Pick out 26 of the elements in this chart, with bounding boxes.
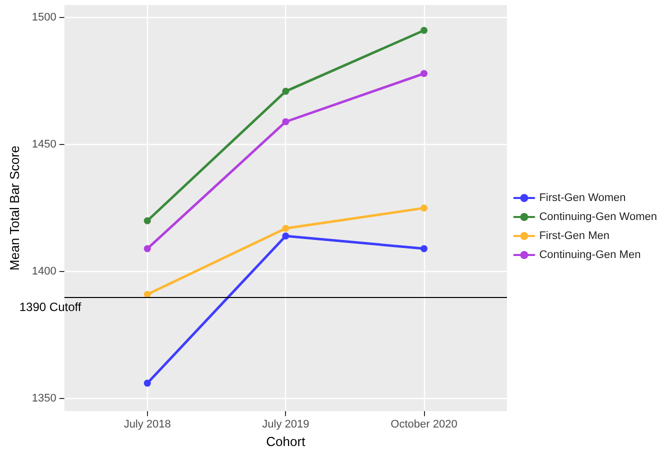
- y-tick-label: 1350: [32, 392, 56, 404]
- legend-label: Continuing-Gen Men: [539, 249, 641, 261]
- y-axis-title: Mean Total Bar Score: [7, 146, 22, 270]
- x-tick-label: October 2020: [390, 418, 458, 431]
- point: [420, 26, 428, 34]
- point: [144, 290, 151, 298]
- legend-label: Continuing-Gen Women: [539, 211, 658, 223]
- y-tick-label: 1400: [32, 266, 56, 278]
- ref-line-label: 1390 Cutoff: [19, 300, 82, 314]
- legend-label: First-Gen Men: [539, 230, 610, 242]
- x-tick-label: July 2018: [124, 418, 171, 431]
- x-tick-label: July 2019: [262, 418, 310, 431]
- point: [144, 217, 151, 224]
- y-tick-label: 1450: [32, 138, 56, 151]
- point: [420, 70, 428, 78]
- point: [282, 118, 290, 126]
- point: [282, 88, 290, 95]
- legend-label: First-Gen Women: [539, 192, 626, 204]
- point: [144, 380, 151, 387]
- point: [420, 245, 428, 252]
- point: [420, 204, 428, 212]
- point: [144, 245, 151, 252]
- y-tick-label: 1500: [32, 12, 56, 24]
- point: [282, 224, 290, 232]
- point: [282, 232, 290, 240]
- x-axis-title: Cohort: [266, 434, 306, 449]
